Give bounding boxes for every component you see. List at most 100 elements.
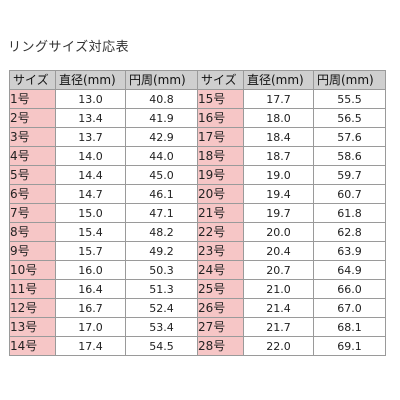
table-row: 8号 15.4 48.2 22号 20.0 62.8 xyxy=(9,222,386,242)
diameter-cell-left: 15.7 xyxy=(55,241,126,261)
circumference-cell-right: 62.8 xyxy=(313,222,386,242)
header-size-left: サイズ xyxy=(9,70,56,90)
size-cell-right: 27号 xyxy=(197,317,244,337)
size-cell-right: 18号 xyxy=(197,146,244,166)
table-row: 2号 13.4 41.9 16号 18.0 56.5 xyxy=(9,108,386,128)
table-row: 5号 14.4 45.0 19号 19.0 59.7 xyxy=(9,165,386,185)
table-row: 4号 14.0 44.0 18号 18.7 58.6 xyxy=(9,146,386,166)
diameter-cell-left: 17.0 xyxy=(55,317,126,337)
size-cell-right: 21号 xyxy=(197,203,244,223)
circumference-cell-right: 67.0 xyxy=(313,298,386,318)
diameter-cell-right: 17.7 xyxy=(243,89,314,109)
table-row: 11号 16.4 51.3 25号 21.0 66.0 xyxy=(9,279,386,299)
size-cell-right: 19号 xyxy=(197,165,244,185)
circumference-cell-right: 68.1 xyxy=(313,317,386,337)
table-body: 1号 13.0 40.8 15号 17.7 55.5 2号 13.4 41.9 16号 18.0 56… xyxy=(9,89,386,356)
circumference-cell-left: 41.9 xyxy=(125,108,198,128)
circumference-cell-left: 48.2 xyxy=(125,222,198,242)
header-circumference-left: 円周(mm) xyxy=(125,70,198,90)
size-cell-left: 14号 xyxy=(9,336,56,356)
diameter-cell-right: 21.0 xyxy=(243,279,314,299)
circumference-cell-left: 44.0 xyxy=(125,146,198,166)
circumference-cell-right: 56.5 xyxy=(313,108,386,128)
table-row: 9号 15.7 49.2 23号 20.4 63.9 xyxy=(9,241,386,261)
size-cell-left: 8号 xyxy=(9,222,56,242)
size-cell-right: 17号 xyxy=(197,127,244,147)
table-row: 13号 17.0 53.4 27号 21.7 68.1 xyxy=(9,317,386,337)
circumference-cell-left: 50.3 xyxy=(125,260,198,280)
size-cell-left: 2号 xyxy=(9,108,56,128)
diameter-cell-right: 22.0 xyxy=(243,336,314,356)
table-header-row: サイズ 直径(mm) 円周(mm) サイズ 直径(mm) 円周(mm) xyxy=(9,70,386,90)
size-cell-right: 23号 xyxy=(197,241,244,261)
circumference-cell-right: 69.1 xyxy=(313,336,386,356)
diameter-cell-left: 16.0 xyxy=(55,260,126,280)
diameter-cell-left: 13.4 xyxy=(55,108,126,128)
header-diameter-right: 直径(mm) xyxy=(243,70,314,90)
circumference-cell-right: 64.9 xyxy=(313,260,386,280)
page-title: リングサイズ対応表 xyxy=(8,40,130,55)
diameter-cell-left: 16.7 xyxy=(55,298,126,318)
table-row: 6号 14.7 46.1 20号 19.4 60.7 xyxy=(9,184,386,204)
circumference-cell-right: 61.8 xyxy=(313,203,386,223)
diameter-cell-right: 20.7 xyxy=(243,260,314,280)
diameter-cell-left: 15.4 xyxy=(55,222,126,242)
circumference-cell-left: 53.4 xyxy=(125,317,198,337)
size-cell-left: 11号 xyxy=(9,279,56,299)
diameter-cell-right: 20.4 xyxy=(243,241,314,261)
circumference-cell-left: 47.1 xyxy=(125,203,198,223)
size-cell-right: 26号 xyxy=(197,298,244,318)
table-row: 14号 17.4 54.5 28号 22.0 69.1 xyxy=(9,336,386,356)
header-diameter-left: 直径(mm) xyxy=(55,70,126,90)
diameter-cell-left: 14.7 xyxy=(55,184,126,204)
table-row: 12号 16.7 52.4 26号 21.4 67.0 xyxy=(9,298,386,318)
size-cell-left: 5号 xyxy=(9,165,56,185)
table-row: 1号 13.0 40.8 15号 17.7 55.5 xyxy=(9,89,386,109)
circumference-cell-left: 54.5 xyxy=(125,336,198,356)
size-cell-right: 16号 xyxy=(197,108,244,128)
circumference-cell-right: 63.9 xyxy=(313,241,386,261)
size-cell-left: 13号 xyxy=(9,317,56,337)
table-row: 3号 13.7 42.9 17号 18.4 57.6 xyxy=(9,127,386,147)
circumference-cell-left: 49.2 xyxy=(125,241,198,261)
diameter-cell-left: 14.4 xyxy=(55,165,126,185)
circumference-cell-right: 55.5 xyxy=(313,89,386,109)
circumference-cell-left: 46.1 xyxy=(125,184,198,204)
diameter-cell-right: 19.4 xyxy=(243,184,314,204)
size-cell-left: 7号 xyxy=(9,203,56,223)
diameter-cell-left: 17.4 xyxy=(55,336,126,356)
table-row: 7号 15.0 47.1 21号 19.7 61.8 xyxy=(9,203,386,223)
diameter-cell-right: 18.0 xyxy=(243,108,314,128)
header-size-right: サイズ xyxy=(197,70,244,90)
diameter-cell-right: 20.0 xyxy=(243,222,314,242)
diameter-cell-right: 19.0 xyxy=(243,165,314,185)
ring-size-table: サイズ 直径(mm) 円周(mm) サイズ 直径(mm) 円周(mm) 1号 13… xyxy=(9,70,386,356)
size-cell-left: 9号 xyxy=(9,241,56,261)
diameter-cell-left: 16.4 xyxy=(55,279,126,299)
size-cell-right: 15号 xyxy=(197,89,244,109)
diameter-cell-right: 19.7 xyxy=(243,203,314,223)
diameter-cell-left: 13.7 xyxy=(55,127,126,147)
circumference-cell-right: 57.6 xyxy=(313,127,386,147)
circumference-cell-right: 58.6 xyxy=(313,146,386,166)
diameter-cell-right: 21.7 xyxy=(243,317,314,337)
circumference-cell-left: 42.9 xyxy=(125,127,198,147)
diameter-cell-left: 13.0 xyxy=(55,89,126,109)
size-cell-right: 24号 xyxy=(197,260,244,280)
diameter-cell-left: 14.0 xyxy=(55,146,126,166)
size-cell-left: 12号 xyxy=(9,298,56,318)
size-cell-right: 28号 xyxy=(197,336,244,356)
size-cell-left: 10号 xyxy=(9,260,56,280)
circumference-cell-right: 60.7 xyxy=(313,184,386,204)
circumference-cell-right: 66.0 xyxy=(313,279,386,299)
size-cell-left: 1号 xyxy=(9,89,56,109)
circumference-cell-left: 45.0 xyxy=(125,165,198,185)
size-cell-right: 22号 xyxy=(197,222,244,242)
circumference-cell-left: 51.3 xyxy=(125,279,198,299)
size-cell-left: 6号 xyxy=(9,184,56,204)
circumference-cell-left: 52.4 xyxy=(125,298,198,318)
size-cell-left: 4号 xyxy=(9,146,56,166)
circumference-cell-right: 59.7 xyxy=(313,165,386,185)
diameter-cell-right: 18.7 xyxy=(243,146,314,166)
table-row: 10号 16.0 50.3 24号 20.7 64.9 xyxy=(9,260,386,280)
